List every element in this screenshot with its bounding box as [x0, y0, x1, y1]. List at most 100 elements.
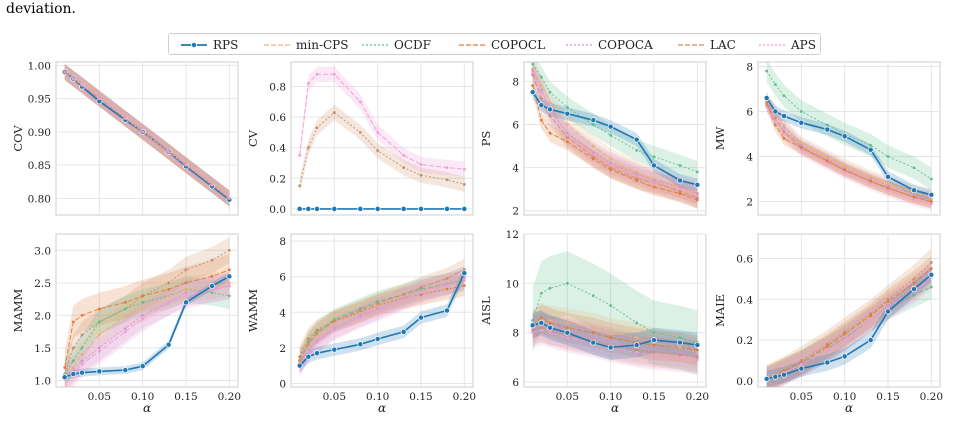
- point-aps: [227, 196, 231, 200]
- point-lac: [167, 281, 171, 285]
- x-tick-label: 0.05: [790, 391, 813, 403]
- point-copocl: [167, 287, 171, 291]
- band-min-cps: [532, 62, 698, 205]
- point-rps: [538, 102, 545, 109]
- point-lac: [462, 183, 466, 186]
- line-aps: [299, 73, 465, 170]
- point-lac: [565, 136, 569, 139]
- point-ocdf: [678, 336, 682, 340]
- line-min-cps: [532, 68, 698, 194]
- legend-label: COPOCA: [598, 38, 653, 52]
- band-aps: [532, 315, 698, 375]
- band-copoca: [299, 266, 465, 375]
- point-rps: [841, 133, 848, 140]
- point-rps: [824, 359, 831, 366]
- point-aps: [376, 309, 380, 312]
- point-aps: [123, 117, 127, 120]
- point-lac: [929, 261, 933, 264]
- point-aps: [912, 197, 916, 201]
- point-copoca: [678, 351, 682, 354]
- band-lac: [299, 104, 465, 194]
- point-rps: [928, 271, 935, 278]
- point-rps: [122, 367, 129, 374]
- y-tick-label: 0.0: [736, 376, 753, 388]
- point-lac: [869, 312, 873, 315]
- point-copoca: [652, 179, 656, 182]
- point-ocdf: [548, 286, 552, 290]
- x-tick-label: 0.10: [366, 391, 389, 403]
- legend-item-ocdf: OCDF: [362, 38, 431, 52]
- point-ocdf: [825, 123, 829, 127]
- plot-area: [55, 233, 239, 388]
- point-rps: [70, 371, 77, 377]
- y-axis-label: MW: [713, 127, 727, 151]
- y-tick-label: 1.0: [34, 375, 51, 387]
- point-lac: [306, 342, 310, 346]
- point-aps: [97, 349, 101, 353]
- point-lac: [358, 130, 362, 134]
- point-rps: [400, 205, 407, 212]
- line-aps: [64, 71, 230, 199]
- point-aps: [298, 153, 302, 157]
- line-aps: [766, 106, 932, 205]
- point-aps: [652, 181, 656, 185]
- point-aps: [402, 298, 406, 302]
- point-rps: [226, 273, 233, 280]
- x-tick-label: 0.15: [174, 391, 197, 403]
- line-ocdf: [766, 70, 932, 180]
- line-copoca: [532, 324, 698, 356]
- band-lac: [766, 248, 932, 387]
- point-aps: [825, 348, 829, 352]
- point-lac: [912, 277, 916, 281]
- point-copocl: [695, 348, 699, 352]
- subplot-mamm: 1.0 1.5 2.0 2.5 3.0 0.05 0.10 0.15 0.20 MAMM α: [11, 233, 241, 415]
- point-aps: [80, 83, 84, 87]
- point-lac: [773, 116, 777, 120]
- y-tick-label: 0.2: [736, 335, 753, 347]
- x-tick-label: 0.20: [218, 391, 241, 403]
- line-copoca: [766, 274, 932, 380]
- line-copoca: [532, 70, 698, 194]
- point-ocdf: [799, 110, 803, 113]
- point-lac: [652, 351, 656, 354]
- band-lac: [64, 237, 230, 387]
- legend-label: COPOCL: [491, 38, 545, 52]
- line-copoca: [299, 276, 465, 365]
- line-min-cps: [299, 278, 465, 363]
- y-tick-label: 2.5: [34, 278, 51, 290]
- point-copocl: [609, 336, 613, 340]
- subplot-aisl: 6 8 10 12 0.05 0.10 0.15 0.20 AISL α: [479, 229, 709, 415]
- point-copocl: [565, 326, 569, 330]
- legend-item-rps: RPS: [181, 38, 238, 52]
- legend-item-copocl: COPOCL: [459, 38, 545, 52]
- y-tick-label: 0.0: [269, 204, 286, 216]
- band-min-cps: [64, 269, 230, 387]
- point-min-cps: [635, 336, 639, 340]
- point-aps: [843, 338, 847, 342]
- point-rps: [607, 123, 614, 130]
- point-copocl: [80, 313, 84, 317]
- point-copocl: [123, 300, 127, 304]
- point-rps: [772, 108, 779, 115]
- point-copocl: [843, 168, 847, 172]
- y-axis-label: PS: [479, 131, 493, 147]
- point-lac: [315, 332, 319, 336]
- point-lac: [402, 166, 406, 169]
- point-rps: [331, 205, 338, 212]
- point-rps: [296, 362, 303, 369]
- subplot-wamm: 0 2 4 6 8 0.05 0.10 0.15 0.20 WAMM α: [246, 233, 476, 415]
- point-copocl: [869, 314, 873, 317]
- point-ocdf: [912, 293, 916, 297]
- band-aps: [299, 66, 465, 177]
- line-ocdf: [532, 282, 698, 344]
- point-aps: [609, 164, 613, 167]
- y-tick-label: 6: [746, 107, 753, 119]
- point-min-cps: [548, 318, 552, 322]
- point-lac: [298, 184, 302, 188]
- point-rps: [607, 344, 614, 351]
- point-copocl: [97, 307, 101, 311]
- point-min-cps: [869, 316, 873, 320]
- legend-item-min-cps: min-CPS: [264, 38, 348, 52]
- point-min-cps: [227, 281, 231, 285]
- point-lac: [695, 355, 699, 359]
